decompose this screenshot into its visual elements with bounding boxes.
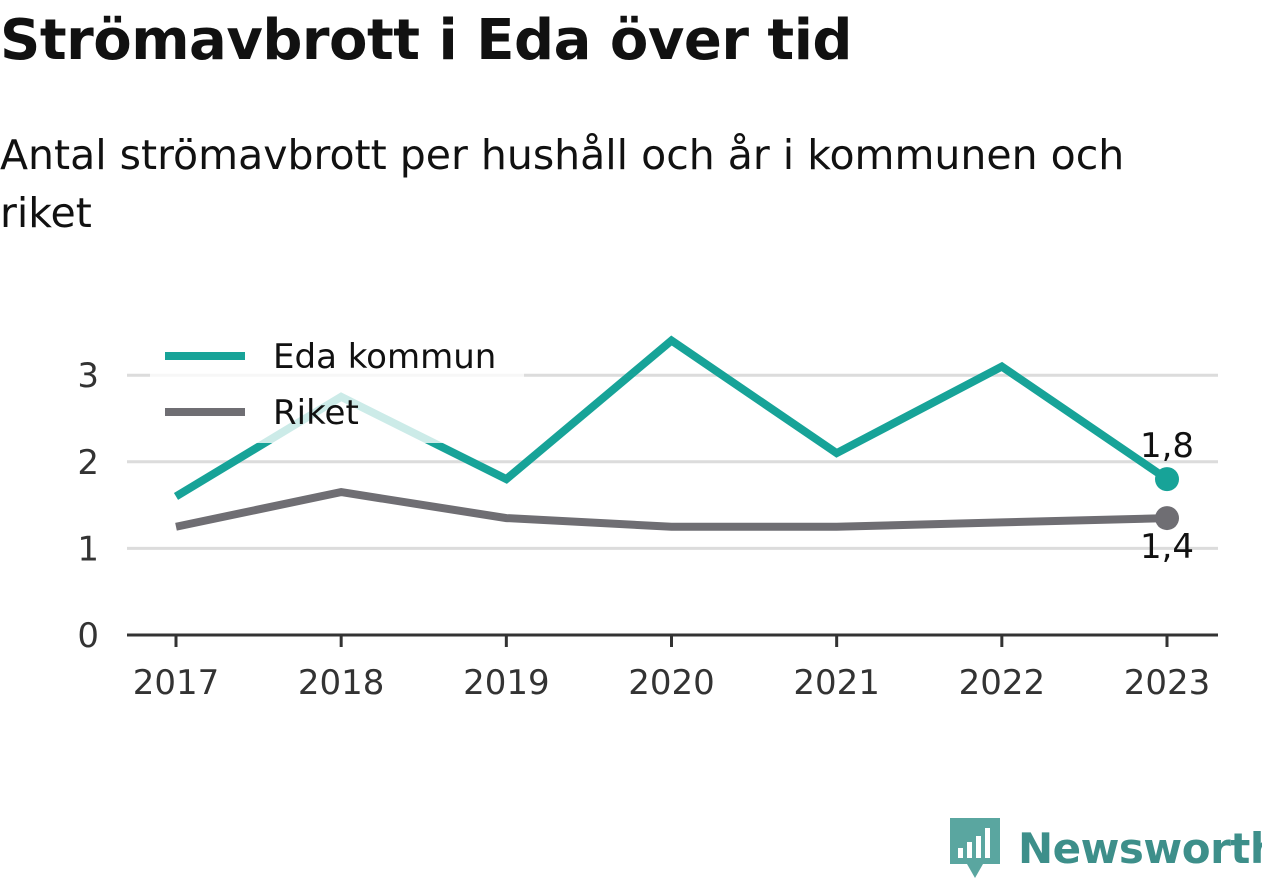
x-tick-label: 2020: [628, 663, 715, 703]
end-value-label: 1,4: [1140, 527, 1194, 567]
y-tick-label: 3: [77, 356, 99, 396]
series-line-1: [175, 488, 1168, 531]
legend: Eda kommun Riket: [150, 327, 524, 443]
chart-subtitle: Antal strömavbrott per hushåll och år i …: [0, 131, 1125, 237]
x-axis: 2017 2018 2019 2020 2021 2022 2023: [127, 633, 1218, 703]
end-value-label: 1,8: [1140, 426, 1194, 466]
legend-label: Riket: [273, 393, 359, 433]
x-tick-label: 2021: [793, 663, 880, 703]
legend-label: Eda kommun: [273, 337, 496, 377]
y-tick-label: 1: [77, 529, 99, 569]
x-tick-label: 2023: [1124, 663, 1211, 703]
y-tick-label: 2: [77, 443, 99, 483]
end-point-marker: [1155, 506, 1179, 531]
x-tick-label: 2022: [959, 663, 1046, 703]
x-tick-label: 2017: [133, 663, 220, 703]
y-axis-ticks: 0 1 2 3: [77, 356, 99, 656]
brand-logo: Newsworthy: [950, 818, 1262, 878]
legend-background: [150, 327, 524, 443]
y-tick-label: 0: [77, 616, 99, 656]
brand-name: Newsworthy: [1018, 823, 1262, 873]
chart-title: Strömavbrott i Eda över tid: [0, 8, 852, 73]
newsworthy-logo-icon: [950, 818, 1000, 878]
end-point-marker: [1155, 467, 1179, 492]
x-tick-label: 2019: [463, 663, 550, 703]
end-markers: 1,8 1,4: [1140, 426, 1194, 567]
x-tick-label: 2018: [298, 663, 385, 703]
